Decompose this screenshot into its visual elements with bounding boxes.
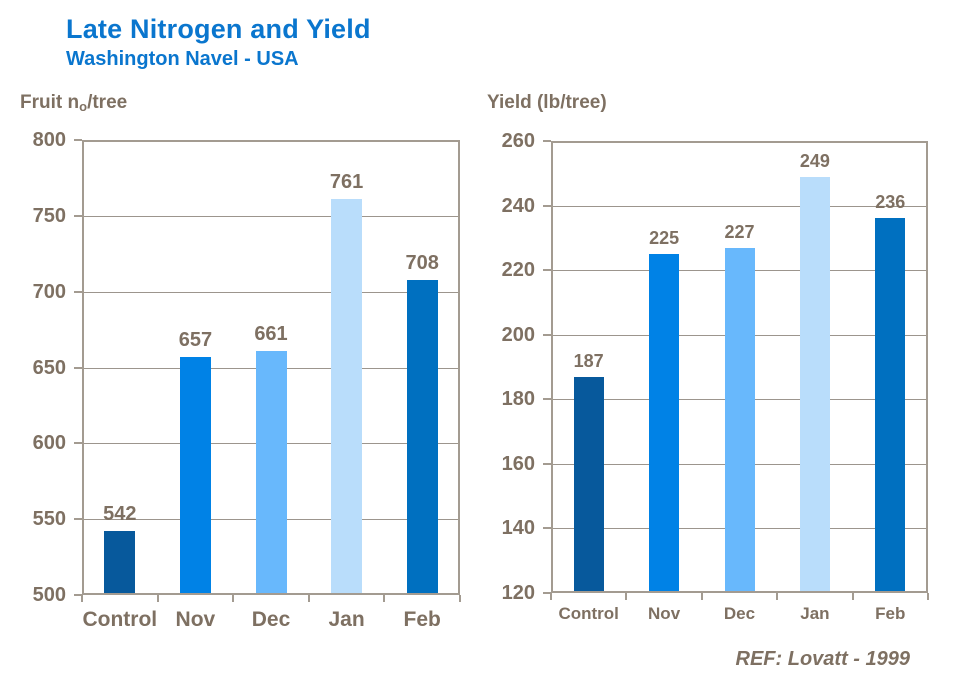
y-axis-tick xyxy=(74,139,82,141)
y-tick-label: 220 xyxy=(501,259,535,282)
bar-value-label: 225 xyxy=(649,228,680,248)
plot-area xyxy=(551,141,928,593)
reference-text: REF: Lovatt - 1999 xyxy=(735,648,910,670)
y-tick-label: 160 xyxy=(501,452,535,475)
y-tick-label: 750 xyxy=(32,204,66,227)
y-tick-label: 600 xyxy=(32,432,66,455)
bar-control xyxy=(104,531,136,593)
y-tick-label: 240 xyxy=(501,194,535,217)
y-tick-label: 800 xyxy=(32,129,66,151)
y-axis-tick xyxy=(74,366,82,369)
y-axis-tick xyxy=(543,140,551,142)
bar-value-label: 227 xyxy=(724,221,755,242)
bar-jan xyxy=(799,176,830,591)
x-axis-tick xyxy=(232,595,235,602)
axis-title: Fruit no/tree xyxy=(20,92,127,114)
gridline xyxy=(553,206,926,207)
x-axis-tick xyxy=(307,595,310,602)
y-axis-tick xyxy=(543,333,551,336)
y-axis-tick xyxy=(543,592,551,594)
bar-value-label: 761 xyxy=(329,171,364,194)
x-axis-tick xyxy=(776,593,779,600)
bar-control xyxy=(573,376,604,591)
bar-nov xyxy=(649,254,680,591)
bar-feb xyxy=(875,218,906,591)
x-axis-tick xyxy=(851,593,854,600)
y-axis-tick xyxy=(543,269,551,272)
x-tick-label: Jan xyxy=(328,608,365,631)
y-tick-label: 500 xyxy=(32,584,66,606)
x-axis-tick xyxy=(625,593,628,600)
y-tick-label: 200 xyxy=(501,323,535,346)
bar-value-label: 187 xyxy=(573,350,604,371)
x-axis-tick xyxy=(927,593,929,600)
axis-title-text: Fruit n xyxy=(20,92,80,113)
y-tick-label: 650 xyxy=(32,356,66,379)
y-tick-label: 700 xyxy=(32,280,66,303)
page-subtitle: Washington Navel - USA xyxy=(66,48,299,70)
y-tick-label: 140 xyxy=(501,517,535,540)
x-axis-tick xyxy=(700,593,703,600)
bar-feb xyxy=(406,279,438,593)
bar-value-label: 661 xyxy=(254,322,288,345)
bar-dec xyxy=(724,247,755,591)
bar-value-label: 249 xyxy=(799,150,830,171)
x-tick-label: Control xyxy=(558,604,619,623)
x-tick-label: Nov xyxy=(648,604,681,623)
x-axis-tick xyxy=(550,593,552,600)
x-axis-tick xyxy=(383,595,386,602)
bar-nov xyxy=(179,356,211,593)
y-axis-tick xyxy=(543,204,551,207)
axis-title-text: Yield (lb/tree) xyxy=(487,92,607,113)
y-axis-tick xyxy=(74,290,82,293)
bar-value-label: 236 xyxy=(875,192,906,213)
bar-value-label: 708 xyxy=(405,251,439,274)
plot-area xyxy=(82,140,460,595)
y-tick-label: 120 xyxy=(501,582,535,604)
page-title: Late Nitrogen and Yield xyxy=(66,14,371,44)
bar-value-label: 542 xyxy=(103,503,137,526)
gridline xyxy=(84,216,458,217)
bar-jan xyxy=(331,199,363,593)
bar-value-label: 657 xyxy=(178,328,213,351)
y-tick-label: 180 xyxy=(501,388,535,411)
bar-dec xyxy=(255,350,287,593)
y-axis-tick xyxy=(74,594,82,596)
y-axis-tick xyxy=(543,527,551,530)
x-tick-label: Feb xyxy=(875,604,906,623)
axis-title: Yield (lb/tree) xyxy=(487,92,607,114)
y-tick-label: 550 xyxy=(32,508,66,531)
x-axis-tick xyxy=(81,595,83,602)
x-tick-label: Jan xyxy=(800,604,830,623)
gridline xyxy=(84,292,458,293)
x-tick-label: Control xyxy=(82,608,158,631)
y-axis-tick xyxy=(543,462,551,465)
x-tick-label: Nov xyxy=(175,608,216,631)
axis-title-text: o xyxy=(79,99,88,114)
y-axis-tick xyxy=(74,442,82,445)
y-axis-tick xyxy=(74,518,82,521)
x-axis-tick xyxy=(156,595,159,602)
x-tick-label: Feb xyxy=(403,608,441,631)
x-axis-tick xyxy=(459,595,461,602)
x-tick-label: Dec xyxy=(251,608,291,631)
y-axis-tick xyxy=(74,214,82,217)
x-tick-label: Dec xyxy=(723,604,756,623)
y-axis-tick xyxy=(543,398,551,401)
axis-title-text: /tree xyxy=(87,92,128,113)
y-tick-label: 260 xyxy=(501,130,535,152)
